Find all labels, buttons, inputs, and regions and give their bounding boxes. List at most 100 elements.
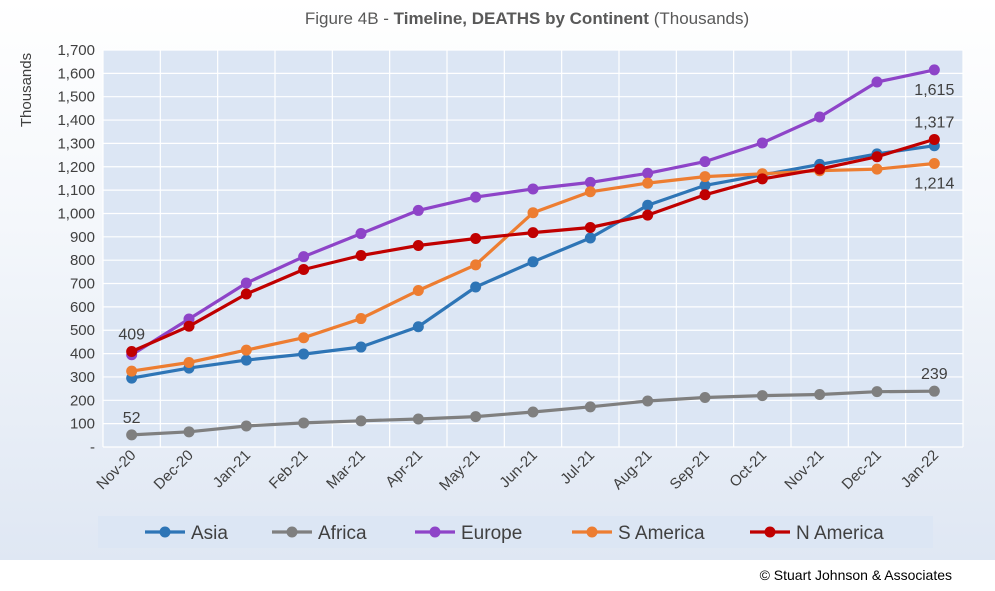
data-point <box>699 156 711 168</box>
data-point <box>814 111 826 123</box>
data-point <box>240 354 252 366</box>
data-point <box>527 227 539 239</box>
series-lines <box>126 64 940 441</box>
data-point <box>871 163 883 175</box>
data-point <box>928 64 940 76</box>
data-point <box>412 239 424 251</box>
data-point <box>126 345 138 357</box>
data-point <box>756 173 768 185</box>
y-tick-label: 1,200 <box>57 159 95 176</box>
data-point <box>470 259 482 271</box>
y-tick-label: - <box>90 439 95 456</box>
chart-title: Figure 4B - Timeline, DEATHS by Continen… <box>305 9 749 28</box>
data-point <box>527 406 539 418</box>
y-tick-label: 100 <box>70 416 95 433</box>
y-tick-label: 1,400 <box>57 112 95 129</box>
data-point <box>355 313 367 325</box>
x-tick-label: Jan-22 <box>898 447 942 491</box>
data-point <box>470 281 482 293</box>
data-point <box>355 341 367 353</box>
data-point <box>298 332 310 344</box>
data-point <box>527 207 539 219</box>
legend-entry: S America <box>618 523 705 544</box>
y-tick-label: 1,000 <box>57 205 95 222</box>
legend-marker <box>159 526 171 538</box>
data-point <box>756 390 768 402</box>
data-point <box>871 151 883 163</box>
y-tick-label: 900 <box>70 229 95 246</box>
x-tick-label: Feb-21 <box>266 447 312 493</box>
x-tick-label: Dec-21 <box>839 447 885 493</box>
data-point <box>355 415 367 427</box>
legend-entries: Asia Africa Europe S America N America <box>145 523 884 544</box>
y-tick-label: 800 <box>70 252 95 269</box>
data-point <box>928 133 940 145</box>
x-axis-ticks: Nov-20 Dec-20 Jan-21 Feb-21 Mar-21 Apr-21 May-… <box>93 447 942 494</box>
copyright-notice: © Stuart Johnson & Associates <box>759 567 952 583</box>
data-point <box>527 183 539 195</box>
x-tick-label: Jan-21 <box>210 447 254 491</box>
data-point <box>298 251 310 263</box>
data-point <box>871 76 883 88</box>
data-label: 1,317 <box>914 114 954 131</box>
data-point <box>298 417 310 429</box>
x-tick-label: Jul-21 <box>557 447 598 488</box>
x-tick-label: Nov-20 <box>93 447 139 493</box>
data-point <box>183 320 195 332</box>
data-point <box>928 385 940 397</box>
x-tick-label: Sep-21 <box>667 447 713 493</box>
chart-title-prefix: Figure 4B - <box>305 9 394 28</box>
data-point <box>642 395 654 407</box>
data-point <box>699 171 711 183</box>
data-point <box>470 191 482 203</box>
y-tick-label: 600 <box>70 299 95 316</box>
legend <box>98 516 933 548</box>
data-point <box>298 264 310 276</box>
legend-marker <box>586 526 598 538</box>
data-point <box>183 426 195 438</box>
x-tick-label: Oct-21 <box>726 447 770 491</box>
data-point <box>928 157 940 169</box>
data-point <box>126 365 138 377</box>
data-point <box>355 228 367 240</box>
data-point <box>584 186 596 198</box>
data-point <box>470 232 482 244</box>
data-point <box>298 348 310 360</box>
data-point <box>642 199 654 211</box>
data-point <box>240 420 252 432</box>
data-label: 1,615 <box>914 82 954 99</box>
y-axis-label: Thousands <box>18 53 35 127</box>
data-label: 409 <box>118 326 145 343</box>
data-point <box>642 209 654 221</box>
data-point <box>814 388 826 400</box>
x-tick-label: Aug-21 <box>609 447 655 493</box>
legend-marker <box>764 526 776 538</box>
chart-title-suffix: (Thousands) <box>649 9 749 28</box>
x-tick-label: Nov-21 <box>781 447 827 493</box>
legend-marker <box>429 526 441 538</box>
data-point <box>699 179 711 191</box>
y-tick-label: 1,300 <box>57 135 95 152</box>
data-label: 239 <box>921 366 948 383</box>
y-tick-label: 700 <box>70 276 95 293</box>
data-point <box>470 411 482 423</box>
data-label: 52 <box>123 410 141 427</box>
x-tick-label: Jun-21 <box>496 447 540 491</box>
x-tick-label: May-21 <box>436 447 483 494</box>
data-point <box>642 177 654 189</box>
y-tick-label: 500 <box>70 322 95 339</box>
data-point <box>584 221 596 233</box>
data-point <box>412 321 424 333</box>
data-point <box>355 250 367 262</box>
data-label: 1,214 <box>914 175 954 192</box>
data-point <box>240 344 252 356</box>
data-point <box>240 277 252 289</box>
data-point <box>756 137 768 149</box>
data-point <box>412 285 424 297</box>
y-tick-label: 1,600 <box>57 65 95 82</box>
data-point <box>584 401 596 413</box>
data-point <box>183 356 195 368</box>
legend-entry: Africa <box>318 523 367 544</box>
legend-entry: Europe <box>461 523 522 544</box>
y-axis-ticks: - 100 200 300 400 500 600 700 800 900 1,000 1,100 1,… <box>57 42 95 456</box>
